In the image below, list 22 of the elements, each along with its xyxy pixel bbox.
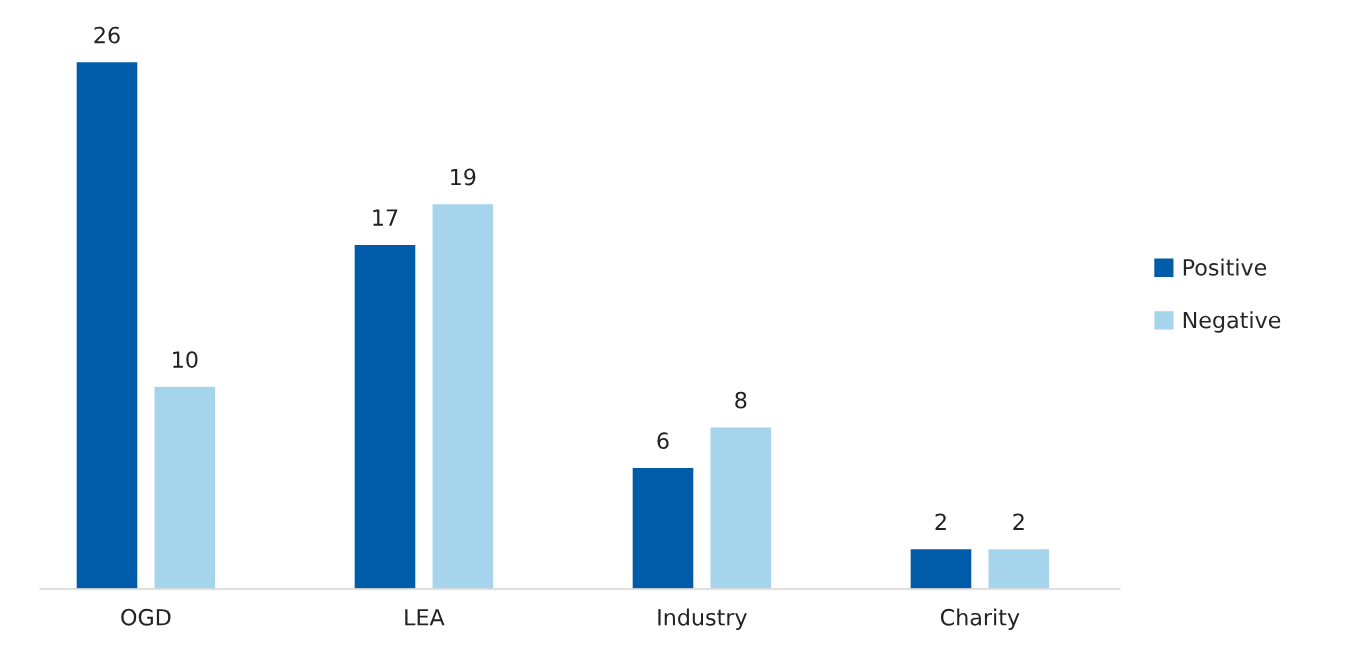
legend-label: Negative [1183, 311, 1281, 333]
data-label: 17 [373, 209, 398, 226]
bar [75, 60, 139, 589]
bar [353, 243, 417, 589]
bar [631, 466, 695, 589]
x-tick-label: LEA [405, 609, 445, 626]
bar [909, 547, 973, 589]
bar [709, 426, 773, 589]
x-tick-label: Industry [658, 608, 747, 630]
data-label: 26 [94, 26, 120, 44]
x-tick-label: Charity [940, 608, 1020, 630]
data-label: 10 [173, 351, 198, 368]
bar [153, 385, 217, 589]
data-label: 19 [451, 168, 476, 186]
data-label: 8 [735, 391, 747, 409]
legend-label: Positive [1183, 258, 1267, 276]
data-label: 2 [1013, 513, 1024, 530]
data-label: 6 [657, 432, 669, 450]
bar [987, 547, 1051, 589]
bar [431, 202, 495, 589]
x-tick-label: OGD [121, 608, 171, 626]
data-label: 2 [935, 513, 946, 530]
